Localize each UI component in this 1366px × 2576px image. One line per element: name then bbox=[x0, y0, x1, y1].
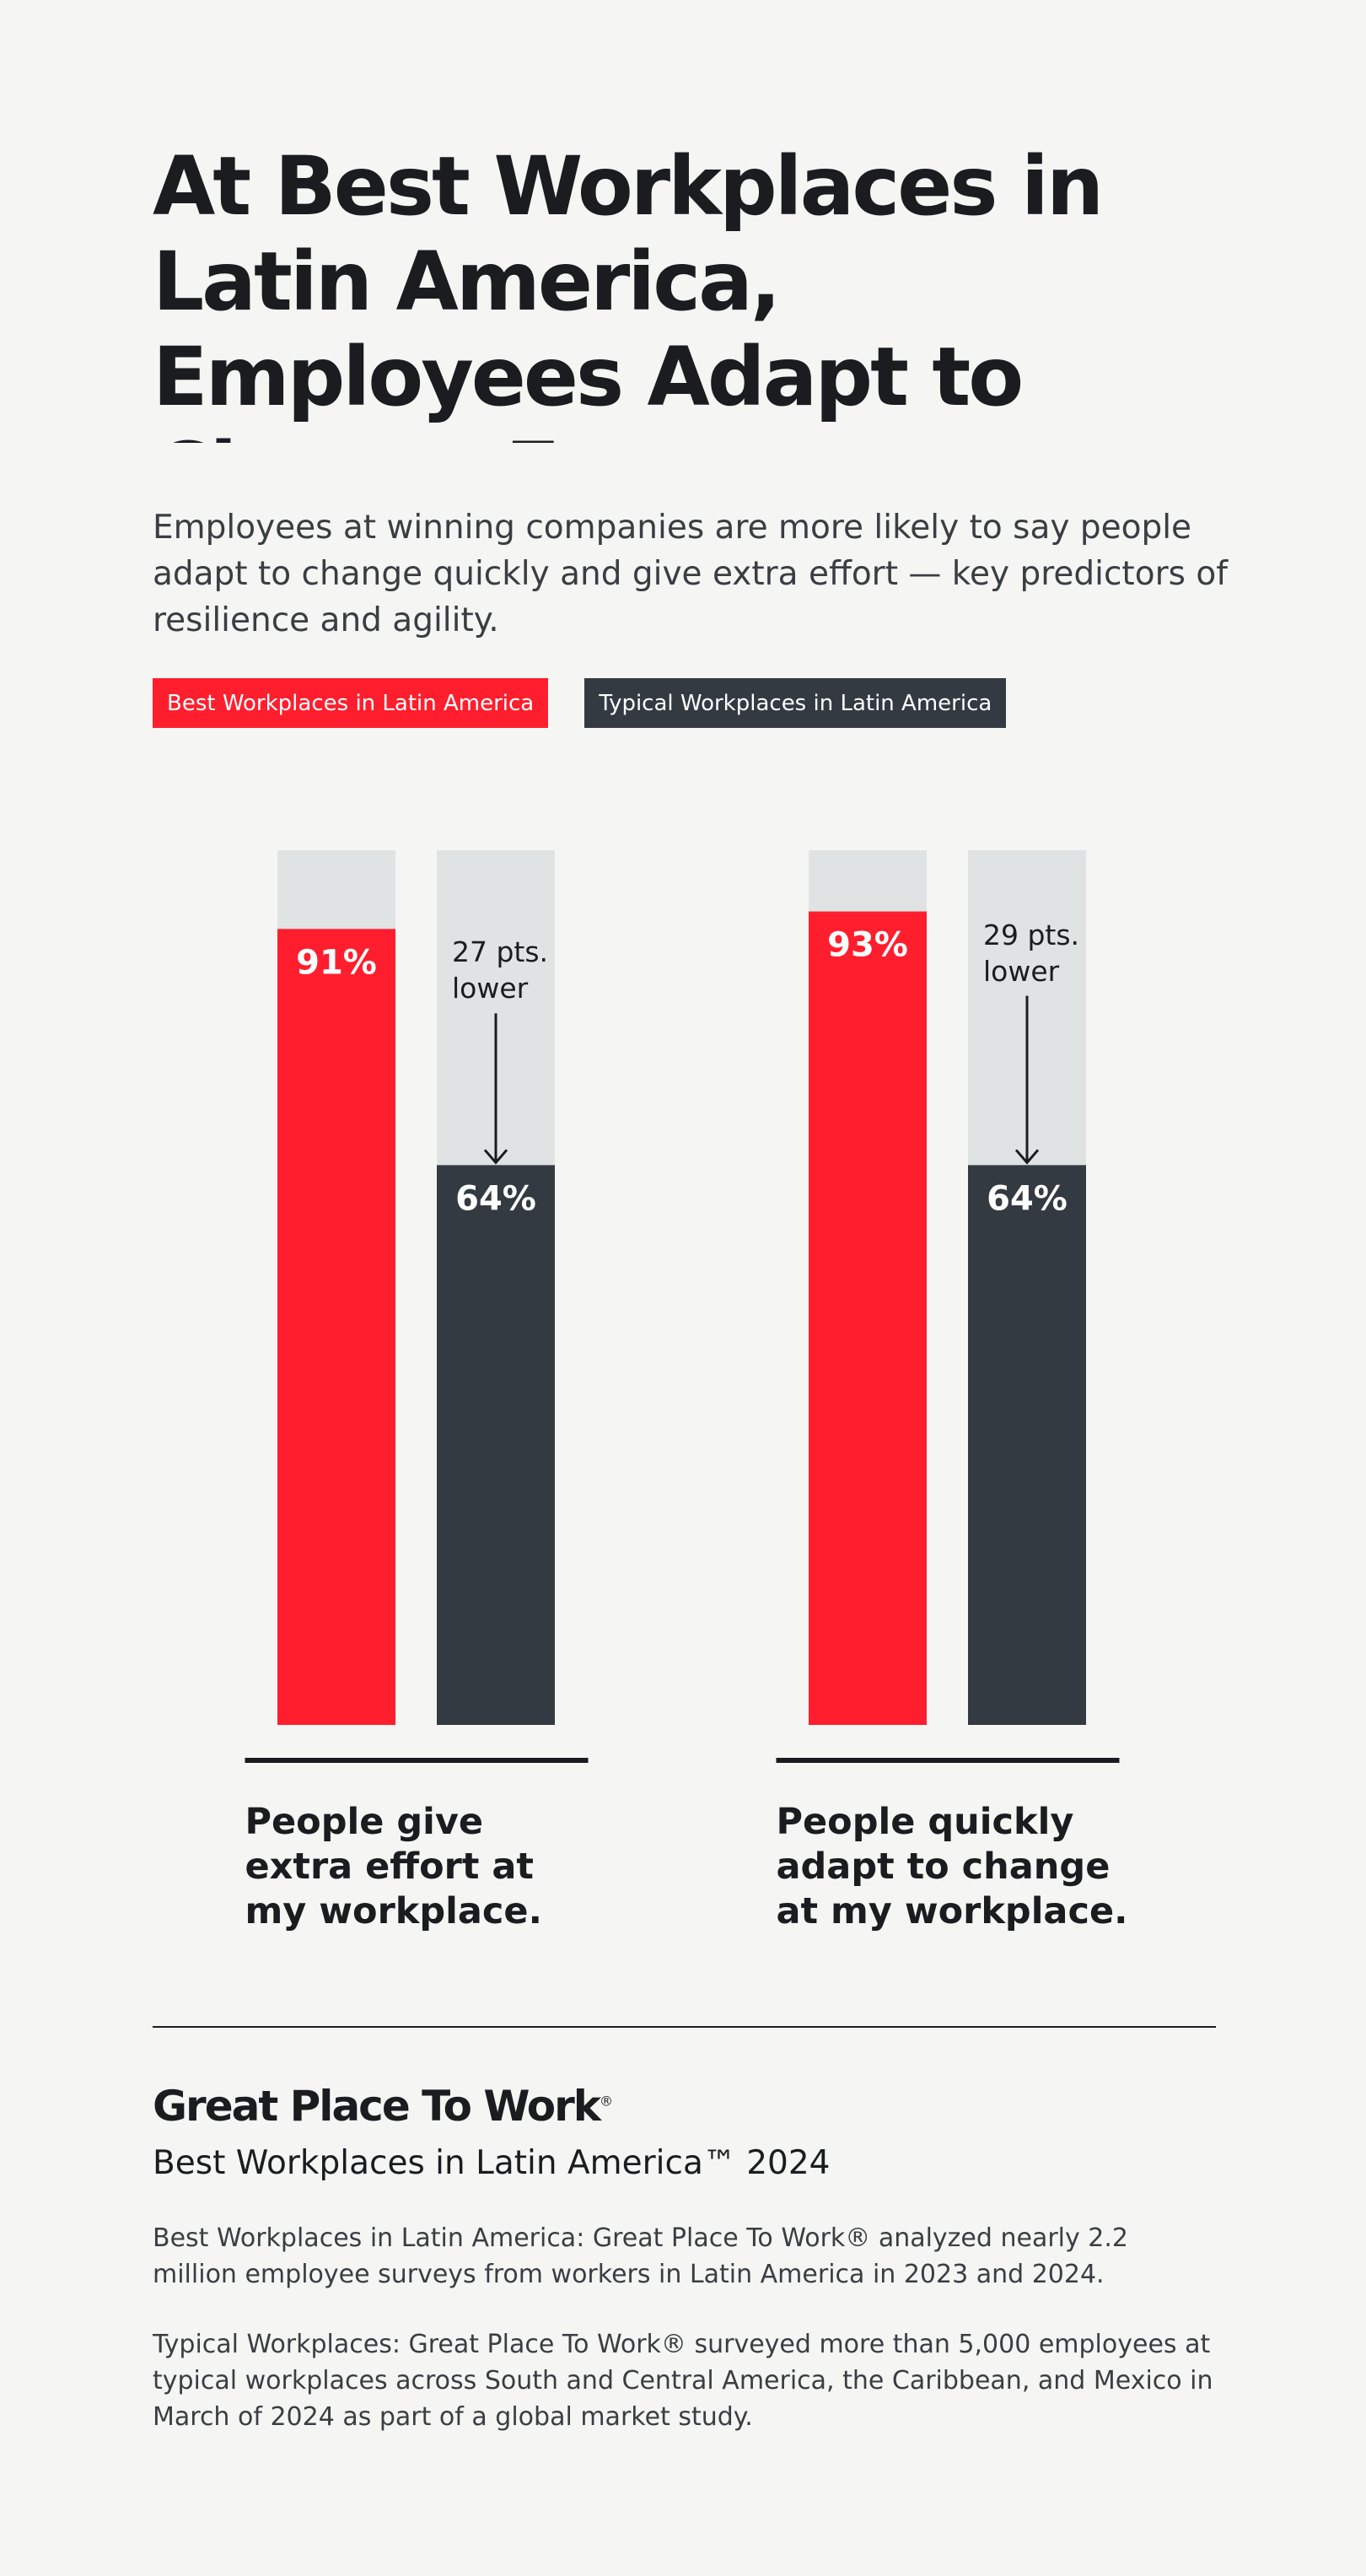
bar bbox=[437, 1165, 555, 1725]
value-label: 64% bbox=[455, 1179, 536, 1218]
value-label: 64% bbox=[987, 1179, 1068, 1218]
annotation-box: 27 pts. lower bbox=[452, 935, 549, 1005]
brand-mark: ® bbox=[600, 2093, 613, 2110]
annotation: 29 pts. lower bbox=[983, 918, 1080, 988]
note: Best Workplaces in Latin America: Great … bbox=[153, 2223, 1128, 2289]
plot: 91% 64% 27 pts. lower People give extra eff… bbox=[245, 850, 1128, 1932]
arrow-head bbox=[1014, 1149, 1040, 1165]
bar bbox=[968, 1165, 1086, 1725]
category-box: People quickly adapt to change at my wor… bbox=[776, 1801, 1128, 1932]
brand: Great Place To Work® bbox=[153, 2082, 912, 2131]
subtitle: Employees at winning companies are more … bbox=[153, 509, 1228, 639]
value-label: 91% bbox=[296, 943, 377, 982]
bar bbox=[277, 929, 395, 1725]
annotation-box: 29 pts. lower bbox=[983, 918, 1080, 988]
x-tick-label: People give extra effort at my workplace… bbox=[245, 1801, 542, 1932]
program-box: Best Workplaces in Latin America™ 2024 bbox=[153, 2144, 831, 2182]
subtitle-box: Employees at winning companies are more … bbox=[153, 509, 1228, 639]
bar bbox=[809, 911, 927, 1725]
x-tick-label: People quickly adapt to change at my wor… bbox=[776, 1801, 1128, 1932]
legend-item: Typical Workplaces in Latin America bbox=[584, 678, 1007, 728]
legend-item: Best Workplaces in Latin America bbox=[153, 678, 549, 728]
program: Best Workplaces in Latin America™ 2024 bbox=[153, 2144, 831, 2182]
note-box: Best Workplaces in Latin America: Great … bbox=[153, 2223, 1128, 2289]
arrow-head bbox=[483, 1149, 508, 1165]
brand-box: Great Place To Work® bbox=[153, 2082, 912, 2131]
title-box: At Best Workplaces in Latin America, Emp… bbox=[153, 139, 1104, 443]
category-box: People give extra effort at my workplace… bbox=[245, 1801, 542, 1932]
value-label: 93% bbox=[827, 926, 908, 965]
note-box: Typical Workplaces: Great Place To Work®… bbox=[153, 2330, 1213, 2432]
legend-box: Best Workplaces in Latin America Typical … bbox=[153, 678, 1215, 728]
chart-title: At Best Workplaces in Latin America, Emp… bbox=[153, 139, 1104, 443]
annotation: 27 pts. lower bbox=[452, 935, 549, 1005]
note: Typical Workplaces: Great Place To Work®… bbox=[153, 2330, 1213, 2432]
brand-name: Great Place To Work bbox=[153, 2082, 601, 2131]
legend: Best Workplaces in Latin America Typical … bbox=[153, 678, 1215, 728]
